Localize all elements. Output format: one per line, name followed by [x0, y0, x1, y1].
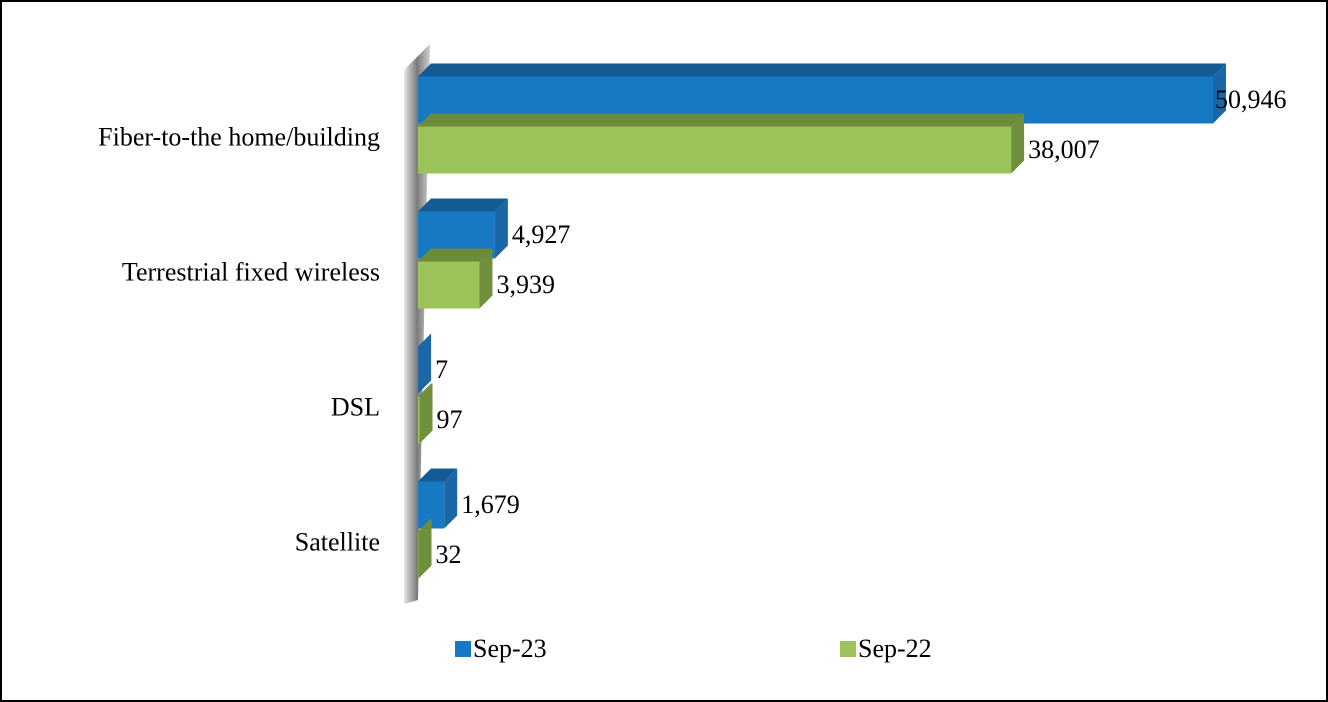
bar-top	[418, 113, 1025, 127]
bar-top	[418, 468, 458, 482]
data-label: 4,927	[512, 220, 571, 249]
bar-side	[444, 468, 458, 529]
bar	[418, 126, 1012, 174]
bar-top	[418, 198, 508, 212]
legend-label: Sep-22	[858, 634, 932, 663]
data-label: 7	[435, 355, 448, 384]
data-label: 50,946	[1215, 85, 1287, 114]
data-label: 1,679	[461, 490, 520, 519]
axis-wall	[404, 44, 430, 604]
bar-side	[494, 198, 508, 259]
data-label: 32	[435, 540, 461, 569]
bar-top	[418, 63, 1226, 77]
y-tick-label: DSL	[331, 392, 380, 421]
bar-side	[418, 518, 432, 579]
y-tick-label: Fiber-to-the home/building	[98, 122, 380, 151]
bar-side	[418, 333, 432, 394]
bar-top	[418, 248, 493, 262]
bar	[418, 261, 480, 309]
legend-label: Sep-23	[473, 634, 547, 663]
bar-side	[479, 248, 493, 309]
data-label: 97	[437, 405, 463, 434]
bar-top	[418, 518, 432, 532]
bar-top	[418, 383, 433, 397]
legend-swatch	[840, 641, 856, 657]
bar-top	[418, 333, 432, 347]
bar-side	[419, 383, 433, 444]
data-label: 3,939	[496, 270, 555, 299]
bar-side	[1011, 113, 1025, 174]
bar	[418, 396, 420, 444]
data-label: 38,007	[1028, 135, 1100, 164]
legend-swatch	[455, 641, 471, 657]
y-tick-label: Satellite	[295, 527, 380, 556]
bar-side	[1213, 63, 1226, 124]
y-tick-label: Terrestrial fixed wireless	[122, 257, 380, 286]
